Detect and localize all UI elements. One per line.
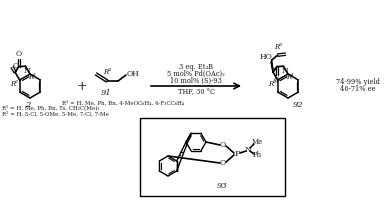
Text: N: N: [245, 146, 251, 154]
Text: R¹: R¹: [287, 73, 294, 81]
Text: O: O: [16, 50, 22, 58]
Text: R³ = H, Me, Ph, Bn, 4-MeOC₆H₄, 4-F₃CC₆H₄: R³ = H, Me, Ph, Bn, 4-MeOC₆H₄, 4-F₃CC₆H₄: [62, 100, 184, 106]
Text: HO: HO: [260, 53, 273, 61]
Text: O: O: [220, 159, 226, 167]
Text: O: O: [220, 141, 226, 149]
Text: *: *: [273, 66, 277, 74]
Text: +: +: [77, 80, 87, 92]
Text: O: O: [274, 76, 280, 84]
Text: 5 mol% Pd(OAc)₂: 5 mol% Pd(OAc)₂: [167, 70, 225, 78]
Text: 3 eq. Et₃B: 3 eq. Et₃B: [179, 63, 213, 71]
Text: 10 mol% (S)-93: 10 mol% (S)-93: [170, 77, 222, 85]
Text: 93: 93: [217, 182, 228, 190]
Text: P: P: [234, 150, 240, 158]
Text: R³: R³: [274, 43, 283, 51]
Text: O: O: [13, 62, 19, 70]
Text: Me: Me: [251, 138, 263, 146]
Text: OH: OH: [127, 70, 139, 78]
Text: R³: R³: [103, 68, 111, 76]
Text: R¹ = H, Me, Ph, Bn, Ts, CH₂C(Me)₃: R¹ = H, Me, Ph, Bn, Ts, CH₂C(Me)₃: [2, 104, 100, 110]
Text: R¹: R¹: [29, 73, 36, 81]
Text: N: N: [281, 67, 288, 75]
Text: R²: R²: [268, 80, 276, 88]
Text: 74-99% yield: 74-99% yield: [336, 78, 380, 86]
Text: 92: 92: [292, 101, 303, 109]
Text: N: N: [23, 67, 30, 75]
Text: Ph: Ph: [253, 151, 262, 159]
Text: THF, 30 °C: THF, 30 °C: [178, 88, 215, 96]
Text: 91: 91: [100, 89, 111, 97]
Text: 46-71% ee: 46-71% ee: [340, 85, 376, 93]
FancyBboxPatch shape: [140, 118, 285, 196]
Text: R² = H, 5-Cl, 5-OMe, 5-Me, 7-Cl, 7-Me: R² = H, 5-Cl, 5-OMe, 5-Me, 7-Cl, 7-Me: [2, 111, 109, 117]
Text: R²: R²: [10, 80, 18, 88]
Text: 2: 2: [25, 101, 30, 109]
